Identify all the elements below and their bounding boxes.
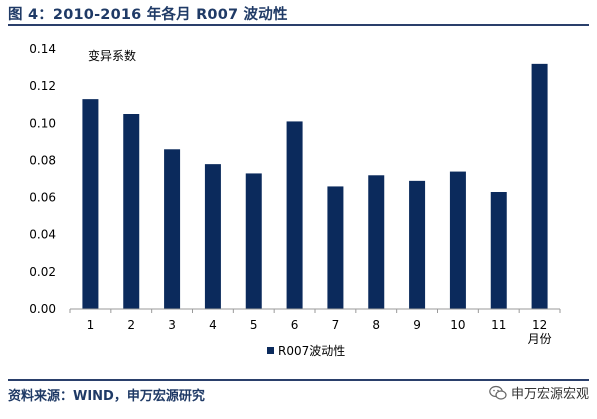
y-tick-label: 0.00	[29, 302, 56, 316]
y-tick-label: 0.10	[29, 116, 56, 130]
wechat-icon	[489, 385, 507, 400]
x-tick-label: 9	[413, 318, 421, 332]
figure-title: 图 4：2010-2016 年各月 R007 波动性	[8, 7, 288, 23]
legend-swatch	[267, 347, 274, 354]
y-tick-label: 0.06	[29, 191, 56, 205]
x-tick-label: 2	[127, 318, 135, 332]
bar	[204, 164, 221, 309]
y-axis-ticks: 0.00 0.02 0.04 0.06 0.08 0.10 0.12 0.14	[29, 42, 56, 316]
x-tick-label: 11	[491, 318, 506, 332]
x-axis-ticks: 1 2 3 4 5 6 7 8 9 10 11 12	[69, 309, 561, 332]
x-tick-label: 5	[250, 318, 258, 332]
x-tick-label: 4	[209, 318, 217, 332]
y-tick-label: 0.14	[29, 42, 56, 56]
bar	[123, 114, 140, 309]
bar	[531, 63, 548, 309]
bar	[286, 121, 303, 309]
watermark-label: 申万宏源宏观	[510, 387, 589, 402]
x-tick-label: 12	[532, 318, 547, 332]
bar	[327, 186, 344, 309]
bar	[245, 173, 262, 309]
bars	[82, 63, 548, 310]
legend-label: R007波动性	[278, 344, 345, 358]
y-tick-label: 0.04	[29, 228, 56, 242]
bar	[368, 175, 385, 309]
bar	[82, 99, 99, 310]
bar	[409, 180, 426, 309]
watermark: 申万宏源宏观	[489, 383, 589, 402]
y-tick-label: 0.08	[29, 153, 56, 167]
y-tick-label: 0.12	[29, 79, 56, 93]
x-tick-label: 6	[291, 318, 299, 332]
bar	[164, 149, 181, 309]
bar	[449, 171, 466, 309]
x-tick-label: 10	[450, 318, 465, 332]
bar	[490, 192, 507, 309]
chart-annotation: 变异系数	[88, 48, 136, 63]
footer-rule	[8, 379, 589, 381]
x-tick-label: 7	[332, 318, 340, 332]
title-rule	[8, 24, 589, 26]
x-tick-label: 1	[87, 318, 95, 332]
y-tick-label: 0.02	[29, 265, 56, 279]
x-tick-label: 3	[168, 318, 176, 332]
x-axis-suffix: 月份	[528, 332, 552, 346]
x-tick-label: 8	[372, 318, 380, 332]
source-note: 资料来源：WIND，申万宏源研究	[8, 389, 205, 404]
